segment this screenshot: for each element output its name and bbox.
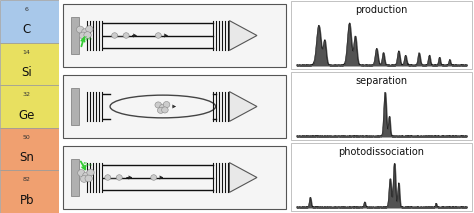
Text: 14: 14 xyxy=(23,50,31,55)
Circle shape xyxy=(79,32,87,39)
Bar xyxy=(71,159,80,196)
Circle shape xyxy=(155,102,162,108)
Circle shape xyxy=(155,33,161,38)
Bar xyxy=(0,0,59,43)
Circle shape xyxy=(84,32,91,39)
Circle shape xyxy=(112,33,118,38)
Text: Sn: Sn xyxy=(19,151,34,164)
Circle shape xyxy=(87,169,94,176)
Bar xyxy=(71,88,80,125)
Circle shape xyxy=(157,107,164,113)
Text: Ge: Ge xyxy=(18,108,35,122)
Text: C: C xyxy=(23,23,31,36)
Polygon shape xyxy=(229,21,257,50)
Bar xyxy=(291,143,472,211)
Bar xyxy=(0,43,59,85)
Circle shape xyxy=(123,33,129,38)
Text: Si: Si xyxy=(21,66,32,79)
Text: 6: 6 xyxy=(25,7,28,12)
Text: 82: 82 xyxy=(23,177,31,183)
Circle shape xyxy=(82,172,90,179)
Polygon shape xyxy=(229,92,257,121)
Circle shape xyxy=(78,170,85,176)
Bar xyxy=(0,85,59,128)
Circle shape xyxy=(116,175,122,180)
Text: $E_{ph}$: $E_{ph}$ xyxy=(82,35,94,45)
Bar xyxy=(63,75,286,138)
Circle shape xyxy=(86,26,93,33)
Text: photodissociation: photodissociation xyxy=(338,147,425,157)
Bar xyxy=(71,17,80,54)
Text: Pb: Pb xyxy=(19,194,34,207)
Bar xyxy=(0,128,59,170)
Bar xyxy=(63,146,286,209)
Text: production: production xyxy=(356,5,408,15)
Circle shape xyxy=(105,175,111,180)
Text: $E_{ph}$: $E_{ph}$ xyxy=(82,161,93,171)
Circle shape xyxy=(163,102,170,108)
Polygon shape xyxy=(229,163,257,192)
Circle shape xyxy=(85,175,92,182)
Text: separation: separation xyxy=(356,76,408,86)
Circle shape xyxy=(162,107,168,113)
Circle shape xyxy=(82,29,89,36)
Bar xyxy=(291,1,472,69)
Text: 32: 32 xyxy=(23,92,31,97)
Circle shape xyxy=(81,176,88,182)
Bar xyxy=(63,4,286,67)
Circle shape xyxy=(76,26,84,33)
Circle shape xyxy=(160,104,166,110)
Bar xyxy=(0,170,59,213)
Circle shape xyxy=(151,175,157,180)
Bar xyxy=(291,72,472,140)
Text: 50: 50 xyxy=(23,135,30,140)
